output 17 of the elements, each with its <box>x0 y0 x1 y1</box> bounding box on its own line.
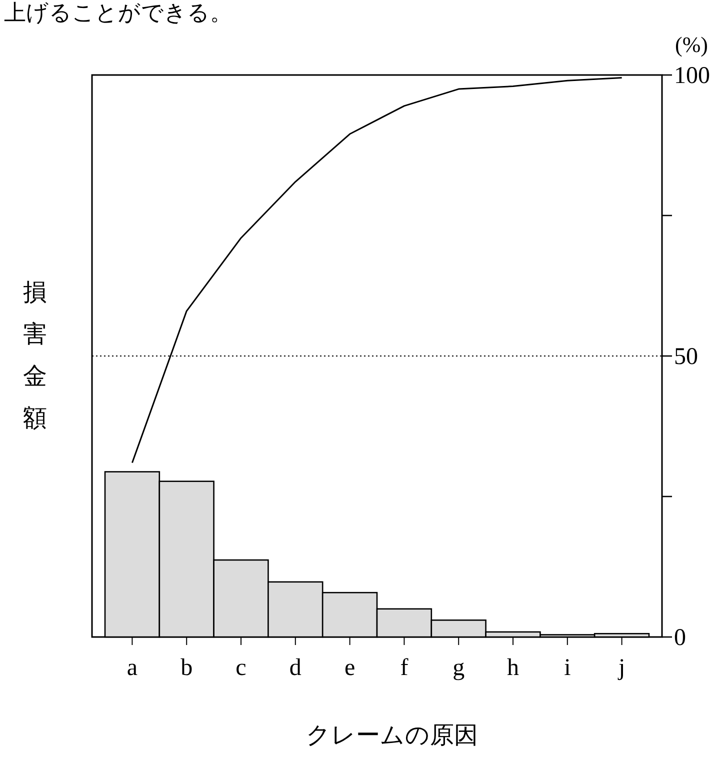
x-tick-label: c <box>236 655 246 681</box>
x-tick-label: i <box>564 655 572 681</box>
x-tick-label: e <box>344 655 356 681</box>
x-tick-label: j <box>617 655 626 681</box>
y2-tick-label: 100 <box>674 63 710 89</box>
y2-tick-label: 50 <box>674 344 698 370</box>
y2-tick-label: 0 <box>674 625 686 651</box>
x-axis-title: クレームの原因 <box>306 723 478 749</box>
x-tick-label: h <box>507 655 519 681</box>
annotation: 上げることができる。 <box>4 0 232 25</box>
x-tick-label: d <box>289 655 302 681</box>
x-tick-label: f <box>400 655 408 681</box>
x-tick-label: b <box>180 655 193 681</box>
x-tick-label: g <box>452 655 465 681</box>
y2-axis-title: (%) <box>675 32 708 57</box>
y-axis-title: 損害金額 <box>23 280 47 432</box>
x-tick-label: a <box>126 655 138 681</box>
